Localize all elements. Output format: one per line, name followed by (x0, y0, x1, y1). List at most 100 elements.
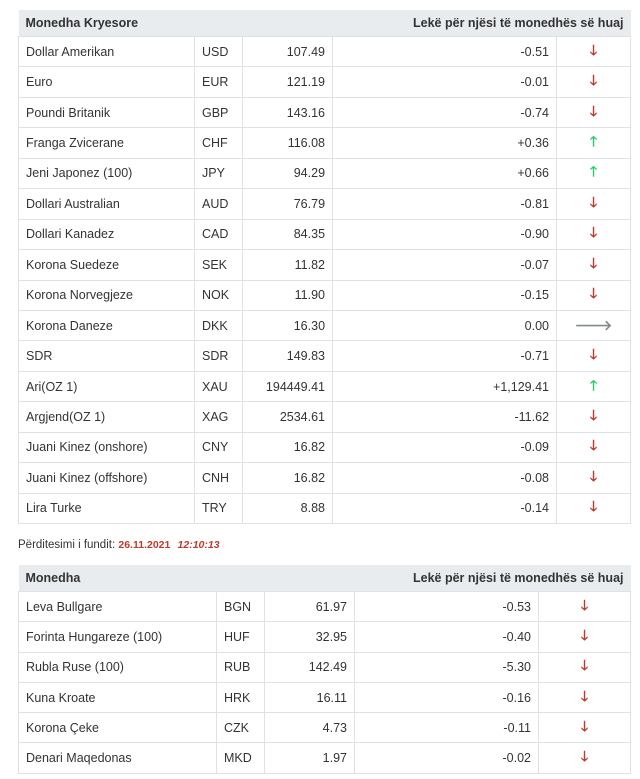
rate-change: -0.07 (332, 249, 558, 281)
arrow-up-icon: 🡑 (556, 157, 632, 190)
currency-name: Poundi Britanik (18, 96, 195, 129)
rate-value: 107.49 (241, 35, 334, 68)
rate-change: -0.09 (332, 431, 558, 464)
arrow-down-icon: 🡓 (556, 462, 632, 494)
currency-code: RUB (216, 651, 265, 683)
currency-name: Korona Suedeze (18, 249, 195, 281)
rate-value: 1.97 (264, 742, 355, 774)
currency-name: Korona Daneze (18, 309, 195, 342)
currency-name: Dollar Amerikan (18, 35, 195, 68)
currency-code: AUD (194, 188, 243, 220)
currency-name: Juani Kinez (offshore) (18, 462, 195, 494)
rate-value: 11.90 (241, 279, 334, 311)
arrow-down-icon: 🡓 (556, 249, 632, 281)
last-update: Përditesimi i fundit: 26.11.2021 12:10:1… (18, 539, 220, 551)
currency-name: Euro (18, 66, 195, 98)
rate-change: -0.08 (332, 462, 558, 494)
rate-value: 116.08 (241, 127, 334, 159)
rate-value: 32.95 (264, 621, 355, 653)
table-row: SDR SDR 149.83 -0.71 🡓 (18, 340, 632, 372)
rate-change: -0.02 (354, 742, 539, 774)
currency-code: XAU (194, 370, 243, 403)
rate-change: -0.40 (354, 621, 539, 653)
currency-name: Dollari Australian (18, 188, 195, 220)
table-header: Monedha Kryesore Lekë për njësi të moned… (18, 10, 631, 37)
rate-value: 149.83 (241, 340, 334, 372)
rate-value: 143.16 (241, 96, 334, 129)
currency-code: CNY (194, 431, 243, 464)
rate-value: 11.82 (241, 249, 334, 281)
currency-code: HRK (216, 681, 265, 714)
rate-value: 61.97 (264, 590, 355, 623)
currency-name: Korona Norvegjeze (18, 279, 195, 311)
currency-name: Denari Maqedonas (18, 742, 217, 774)
table-row: Korona Çeke CZK 4.73 -0.11 🡓 (18, 712, 631, 744)
rate-value: 2534.61 (241, 401, 334, 433)
currency-name: Franga Zvicerane (18, 127, 195, 159)
arrow-up-icon: 🡑 (556, 127, 632, 159)
rate-change: 0.00 (332, 309, 558, 342)
rate-value: 16.82 (241, 462, 334, 494)
table-row: Kuna Kroate HRK 16.11 -0.16 🡓 (18, 681, 631, 714)
arrow-down-icon: 🡓 (556, 492, 632, 525)
main-currencies-table: Monedha Kryesore Lekë për njësi të moned… (18, 10, 632, 525)
header-rate: Lekë për njësi të monedhës së huaj (332, 10, 631, 37)
last-update-label: Përditesimi i fundit: (18, 539, 116, 551)
arrow-down-icon: 🡓 (556, 35, 632, 68)
arrow-down-icon: 🡓 (538, 621, 631, 653)
header-currency: Monedha (18, 565, 355, 592)
arrow-down-icon: 🡓 (556, 279, 632, 311)
table-row: Argjend(OZ 1) XAG 2534.61 -11.62 🡓 (18, 401, 632, 433)
rate-value: 16.30 (241, 309, 334, 342)
arrow-right-icon: 🡒 (556, 309, 632, 342)
rate-change: -0.51 (332, 35, 558, 68)
arrow-down-icon: 🡓 (538, 651, 631, 683)
currency-name: Juani Kinez (onshore) (18, 431, 195, 464)
table-row: Rubla Ruse (100) RUB 142.49 -5.30 🡓 (18, 651, 631, 683)
rate-value: 84.35 (241, 218, 334, 251)
currency-name: Leva Bullgare (18, 590, 217, 623)
currency-name: Forinta Hungareze (100) (18, 621, 217, 653)
arrow-down-icon: 🡓 (538, 712, 631, 744)
currency-name: Dollari Kanadez (18, 218, 195, 251)
rate-change: -0.90 (332, 218, 558, 251)
rate-value: 76.79 (241, 188, 334, 220)
arrow-down-icon: 🡓 (556, 218, 632, 251)
rate-change: -0.81 (332, 188, 558, 220)
currency-code: NOK (194, 279, 243, 311)
arrow-down-icon: 🡓 (556, 66, 632, 98)
table-row: Korona Norvegjeze NOK 11.90 -0.15 🡓 (18, 279, 632, 311)
rate-change: +0.66 (332, 157, 558, 190)
currency-code: CNH (194, 462, 243, 494)
currency-name: Ari(OZ 1) (18, 370, 195, 403)
rate-change: +1,129.41 (332, 370, 558, 403)
rate-change: -0.11 (354, 712, 539, 744)
currency-code: HUF (216, 621, 265, 653)
table-header: Monedha Lekë për njësi të monedhës së hu… (18, 565, 631, 592)
table-row: Denari Maqedonas MKD 1.97 -0.02 🡓 (18, 742, 631, 774)
rate-change: -0.74 (332, 96, 558, 129)
currency-code: XAG (194, 401, 243, 433)
header-currency: Monedha Kryesore (18, 10, 333, 37)
currency-name: Argjend(OZ 1) (18, 401, 195, 433)
currency-code: EUR (194, 66, 243, 98)
table-row: Jeni Japonez (100) JPY 94.29 +0.66 🡑 (18, 157, 632, 190)
currency-name: Korona Çeke (18, 712, 217, 744)
table-row: Leva Bullgare BGN 61.97 -0.53 🡓 (18, 590, 631, 623)
rate-change: -0.01 (332, 66, 558, 98)
last-update-date: 26.11.2021 (118, 539, 171, 551)
currency-code: USD (194, 35, 243, 68)
rate-change: +0.36 (332, 127, 558, 159)
rate-value: 8.88 (241, 492, 334, 525)
rate-value: 94.29 (241, 157, 334, 190)
rate-change: -0.71 (332, 340, 558, 372)
rate-change: -0.15 (332, 279, 558, 311)
rate-value: 16.82 (241, 431, 334, 464)
table-row: Korona Daneze DKK 16.30 0.00 🡒 (18, 309, 632, 342)
table-row: Ari(OZ 1) XAU 194449.41 +1,129.41 🡑 (18, 370, 632, 403)
currency-code: TRY (194, 492, 243, 525)
currency-code: CZK (216, 712, 265, 744)
currency-name: Lira Turke (18, 492, 195, 525)
currency-code: DKK (194, 309, 243, 342)
rate-change: -0.14 (332, 492, 558, 525)
